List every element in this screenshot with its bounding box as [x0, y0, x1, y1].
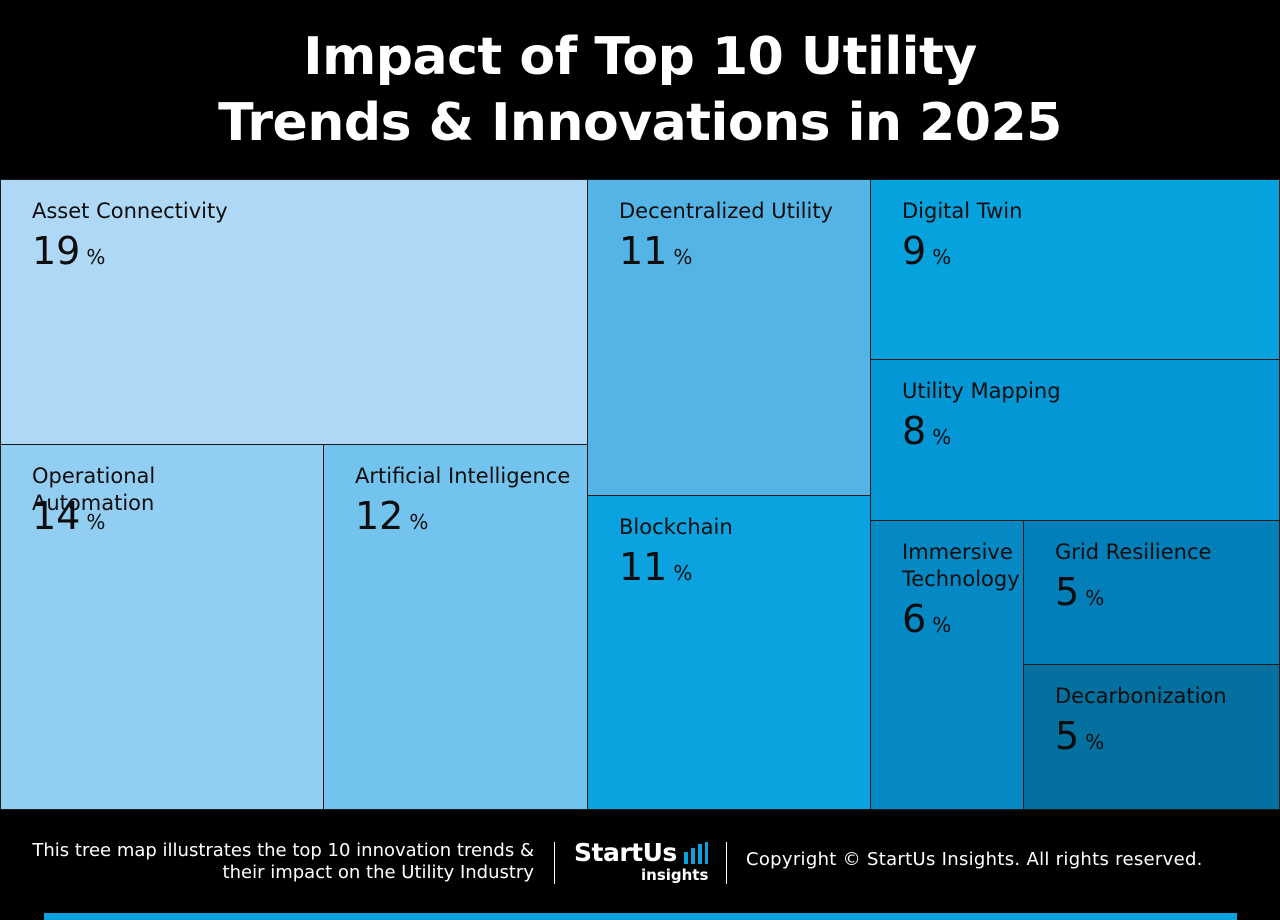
footer-separator-right	[726, 842, 727, 884]
tile-value: 9%	[902, 229, 951, 273]
tile-label: Utility Mapping	[902, 379, 1061, 403]
tile-blockchain: Blockchain 11%	[587, 495, 871, 810]
logo-main-text: StartUs	[574, 838, 677, 867]
tile-operational-automation: Operational Automation 14%	[0, 444, 324, 810]
accent-bar	[44, 913, 1237, 920]
tile-value-number: 11	[619, 545, 668, 589]
tile-value-number: 11	[619, 229, 668, 273]
tile-label: Grid Resilience	[1055, 540, 1212, 564]
tile-value-number: 12	[355, 494, 404, 538]
tile-value: 6%	[902, 597, 951, 641]
tile-value-number: 6	[902, 597, 927, 641]
tile-value: 14%	[32, 494, 105, 538]
tile-label: Immersive Technology	[902, 540, 1020, 591]
tile-utility-mapping: Utility Mapping 8%	[870, 359, 1280, 521]
logo-sub-text: insights	[641, 866, 709, 884]
tile-value: 12%	[355, 494, 428, 538]
tile-value-unit: %	[86, 245, 106, 269]
tile-value-unit: %	[932, 425, 952, 449]
tile-value-number: 9	[902, 229, 927, 273]
tile-label: Decentralized Utility	[619, 199, 833, 223]
tile-value-unit: %	[932, 613, 952, 637]
tile-value-unit: %	[409, 510, 429, 534]
footer-description: This tree map illustrates the top 10 inn…	[32, 840, 534, 883]
tile-value-unit: %	[1085, 586, 1105, 610]
chart-title: Impact of Top 10 Utility Trends & Innova…	[0, 24, 1280, 156]
tile-value-unit: %	[673, 245, 693, 269]
tile-value: 5%	[1055, 570, 1104, 614]
tile-value: 8%	[902, 409, 951, 453]
tile-value: 11%	[619, 229, 692, 273]
tile-label: Operational Automation	[32, 464, 156, 515]
tile-digital-twin: Digital Twin 9%	[870, 179, 1280, 360]
logo-bars-icon	[684, 842, 708, 864]
startus-insights-logo: StartUs insights	[574, 838, 714, 886]
footer-separator-left	[554, 842, 555, 884]
tile-value-unit: %	[673, 561, 693, 585]
tile-label: Asset Connectivity	[32, 199, 228, 223]
tile-value-unit: %	[1085, 730, 1105, 754]
tile-value: 19%	[32, 229, 105, 273]
tile-value-number: 14	[32, 494, 81, 538]
tile-value-number: 19	[32, 229, 81, 273]
tile-label: Artificial Intelligence	[355, 464, 571, 488]
tile-value: 5%	[1055, 714, 1104, 758]
title-line-2: Trends & Innovations in 2025	[218, 93, 1062, 153]
tile-value: 11%	[619, 545, 692, 589]
tile-immersive-technology: Immersive Technology 6%	[870, 520, 1024, 810]
tile-value-number: 8	[902, 409, 927, 453]
tile-decarbonization: Decarbonization 5%	[1023, 664, 1280, 810]
tile-artificial-intelligence: Artificial Intelligence 12%	[323, 444, 588, 810]
tile-label: Digital Twin	[902, 199, 1023, 223]
tile-decentralized-utility: Decentralized Utility 11%	[587, 179, 871, 496]
tile-asset-connectivity: Asset Connectivity 19%	[0, 179, 588, 445]
tile-label: Decarbonization	[1055, 684, 1227, 708]
tile-value-number: 5	[1055, 570, 1080, 614]
tile-value-unit: %	[932, 245, 952, 269]
tile-value-unit: %	[86, 510, 106, 534]
title-line-1: Impact of Top 10 Utility	[303, 27, 977, 87]
treemap: Asset Connectivity 19% Operational Automat…	[0, 179, 1280, 810]
copyright-text: Copyright © StartUs Insights. All rights…	[746, 849, 1203, 870]
tile-grid-resilience: Grid Resilience 5%	[1023, 520, 1280, 665]
tile-value-number: 5	[1055, 714, 1080, 758]
tile-label: Blockchain	[619, 515, 733, 539]
